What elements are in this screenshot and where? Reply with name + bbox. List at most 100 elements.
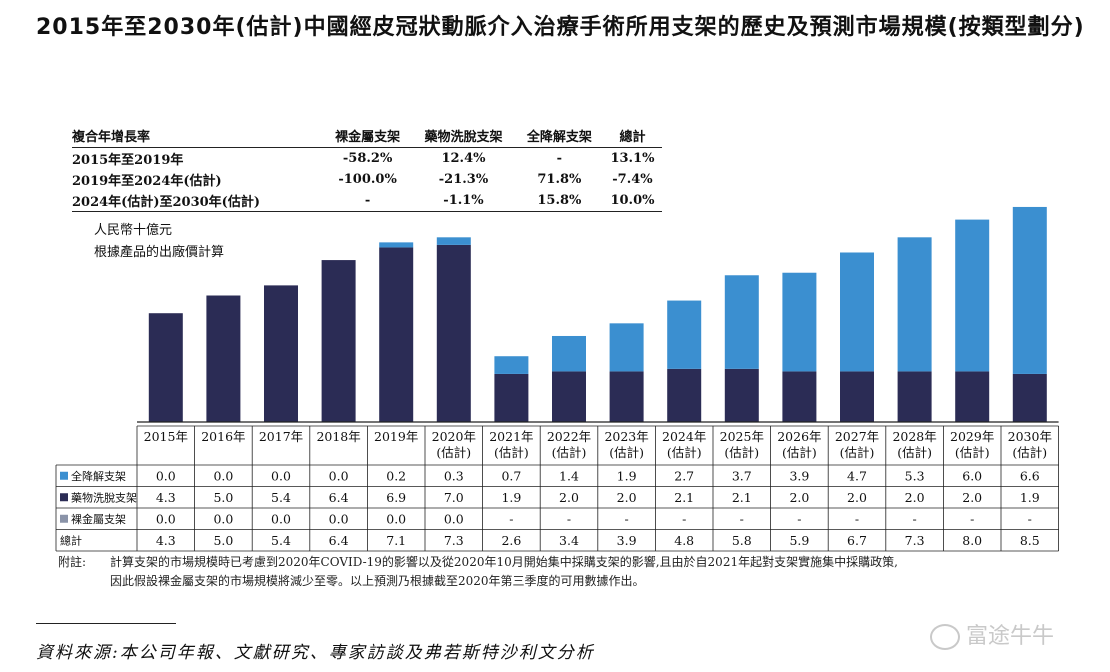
bar-drug-eluting — [1012, 373, 1047, 422]
data-label: 1.4 — [559, 468, 579, 483]
data-label: 0.0 — [329, 468, 349, 483]
data-label: 1.9 — [1020, 490, 1040, 505]
data-label: 1.9 — [617, 468, 637, 483]
data-label: 4.7 — [847, 468, 867, 483]
x-tick-label: 2030年 — [1008, 429, 1052, 444]
data-label: 0.3 — [444, 468, 464, 483]
cagr-cell: 2024年(估計)至2030年(估計) — [72, 190, 325, 212]
footnote: 附註: 計算支架的市場規模時已考慮到2020年COVID-19的影響以及從2020… — [58, 553, 1068, 591]
data-label: - — [624, 511, 628, 526]
cagr-cell: -58.2% — [342, 151, 393, 166]
data-label: - — [740, 511, 744, 526]
x-tick-label: 2021年 — [489, 429, 533, 444]
x-tick-label: 2025年 — [720, 429, 764, 444]
x-tick-label: 2026年 — [777, 429, 821, 444]
data-label: 6.6 — [1020, 468, 1040, 483]
cagr-header: 藥物洗脫支架 — [411, 125, 516, 148]
data-label: - — [912, 511, 916, 526]
stacked-bar-chart: 2015年 2016年 2017年 2018年 2019年 2020年(估計)2021年(… — [55, 206, 1059, 552]
data-label: 5.9 — [789, 533, 809, 548]
data-label: 2.6 — [501, 533, 521, 548]
x-tick-label: 2017年 — [259, 429, 303, 444]
data-label: 7.0 — [444, 490, 464, 505]
x-tick-label: (估計) — [724, 445, 759, 460]
bar-drug-eluting — [609, 371, 644, 422]
cagr-cell: 15.8% — [515, 190, 603, 212]
data-label: 2.0 — [617, 490, 637, 505]
cagr-cell: 10.0% — [602, 190, 662, 212]
bar-bioresorbable — [667, 300, 702, 369]
legend-label: 總計 — [60, 533, 82, 547]
legend-swatch — [60, 493, 68, 502]
data-label: 2.0 — [559, 490, 579, 505]
footnote-label: 附註: — [58, 555, 87, 569]
data-label: 1.9 — [501, 490, 521, 505]
data-label: 8.5 — [1020, 533, 1040, 548]
x-tick-label: 2022年 — [547, 429, 591, 444]
data-label: 3.9 — [617, 533, 637, 548]
bar-bioresorbable — [724, 275, 759, 369]
data-label: 7.1 — [386, 533, 406, 548]
x-tick-label: 2027年 — [835, 429, 879, 444]
bar-drug-eluting — [840, 371, 874, 422]
data-label: 6.4 — [329, 533, 349, 548]
data-label: 5.3 — [905, 468, 925, 483]
data-label: - — [509, 511, 513, 526]
legend-swatch — [60, 471, 68, 480]
cagr-cell: -100.0% — [338, 172, 397, 187]
data-label: 6.4 — [329, 490, 349, 505]
data-label: 2.0 — [847, 490, 867, 505]
data-label: 0.0 — [386, 511, 406, 526]
data-label: 0.0 — [271, 468, 291, 483]
legend-label: 全降解支架 — [71, 469, 126, 483]
bar-bioresorbable — [609, 323, 644, 372]
data-label: 5.0 — [213, 490, 233, 505]
divider — [36, 623, 176, 624]
data-label: 7.3 — [905, 533, 925, 548]
watermark-text: 富途牛牛 — [966, 624, 1055, 649]
cagr-cell: 12.4% — [441, 151, 486, 166]
x-tick-label: 2020年 — [432, 429, 476, 444]
cagr-cell: - — [556, 151, 563, 166]
bar-drug-eluting — [321, 260, 356, 422]
data-label: 5.4 — [271, 533, 291, 548]
data-label: 6.7 — [847, 533, 867, 548]
data-label: 7.3 — [444, 533, 464, 548]
data-label: - — [855, 511, 859, 526]
data-label: 3.9 — [789, 468, 809, 483]
legend-label: 藥物洗脫支架 — [71, 490, 137, 504]
x-tick-label: (估計) — [782, 445, 817, 460]
data-label: 2.1 — [674, 490, 694, 505]
bar-bioresorbable — [955, 219, 990, 372]
bar-drug-eluting — [379, 247, 414, 422]
x-tick-label: (估計) — [436, 445, 471, 460]
data-label: - — [682, 511, 686, 526]
data-label: 3.7 — [732, 468, 752, 483]
legend-label: 裸金屬支架 — [71, 512, 126, 526]
data-label: 6.9 — [386, 490, 406, 505]
x-tick-label: 2028年 — [892, 429, 936, 444]
data-label: 5.0 — [213, 533, 233, 548]
bar-drug-eluting — [897, 371, 932, 422]
data-label: - — [1028, 511, 1032, 526]
data-label: - — [567, 511, 571, 526]
footnote-line: 因此假設裸金屬支架的市場規模將減少至零。以上預測乃根據截至2020年第三季度的可… — [110, 574, 645, 588]
x-tick-label: 2019年 — [374, 429, 418, 444]
cagr-header: 裸金屬支架 — [324, 125, 412, 148]
data-label: 0.0 — [444, 511, 464, 526]
x-tick-label: (估計) — [609, 445, 644, 460]
x-tick-label: (估計) — [955, 445, 990, 460]
source-note: 資料來源:本公司年報、文獻研究、專家訪談及弗若斯特沙利文分析 — [36, 643, 595, 663]
cagr-cell: -7.4% — [612, 172, 653, 187]
cagr-row: 2019年至2024年(估計) -100.0% -21.3% 71.8% -7.… — [72, 169, 662, 190]
cagr-cell: 13.1% — [610, 151, 655, 166]
watermark: 富途牛牛 — [930, 618, 1054, 650]
cagr-row: 2015年至2019年 -58.2% 12.4% - 13.1% — [72, 148, 662, 170]
x-tick-label: (估計) — [1012, 445, 1047, 460]
bar-bioresorbable — [436, 237, 471, 245]
x-tick-label: (估計) — [552, 445, 587, 460]
x-tick-label: 2029年 — [950, 429, 994, 444]
cagr-cell: 2019年至2024年(估計) — [72, 174, 222, 189]
data-label: 2.0 — [962, 490, 982, 505]
data-label: - — [970, 511, 974, 526]
